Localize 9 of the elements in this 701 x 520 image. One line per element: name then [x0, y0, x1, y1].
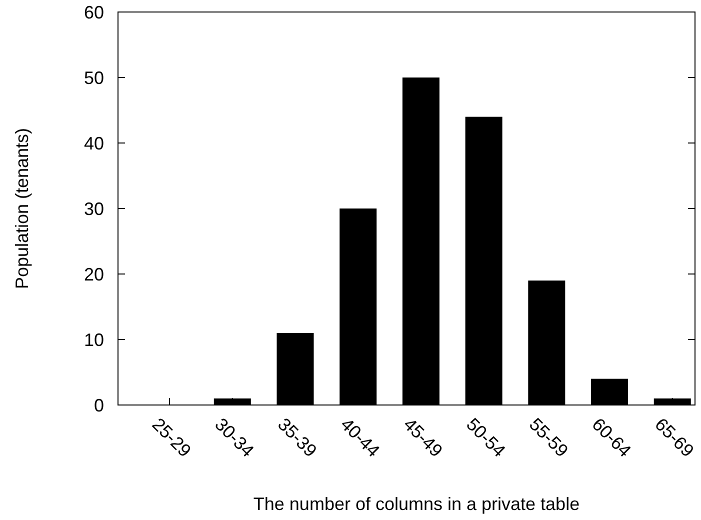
- y-tick-label: 60: [84, 2, 104, 22]
- y-tick-label: 40: [84, 133, 104, 154]
- y-tick-label: 50: [84, 68, 104, 88]
- y-axis-title: Population (tenants): [12, 128, 32, 290]
- y-tick-label: 10: [84, 330, 104, 350]
- y-tick-label: 0: [94, 395, 104, 416]
- y-tick-label: 30: [84, 198, 104, 219]
- y-tick-label: 20: [84, 264, 104, 284]
- x-axis-title: The number of columns in a private table: [253, 494, 580, 514]
